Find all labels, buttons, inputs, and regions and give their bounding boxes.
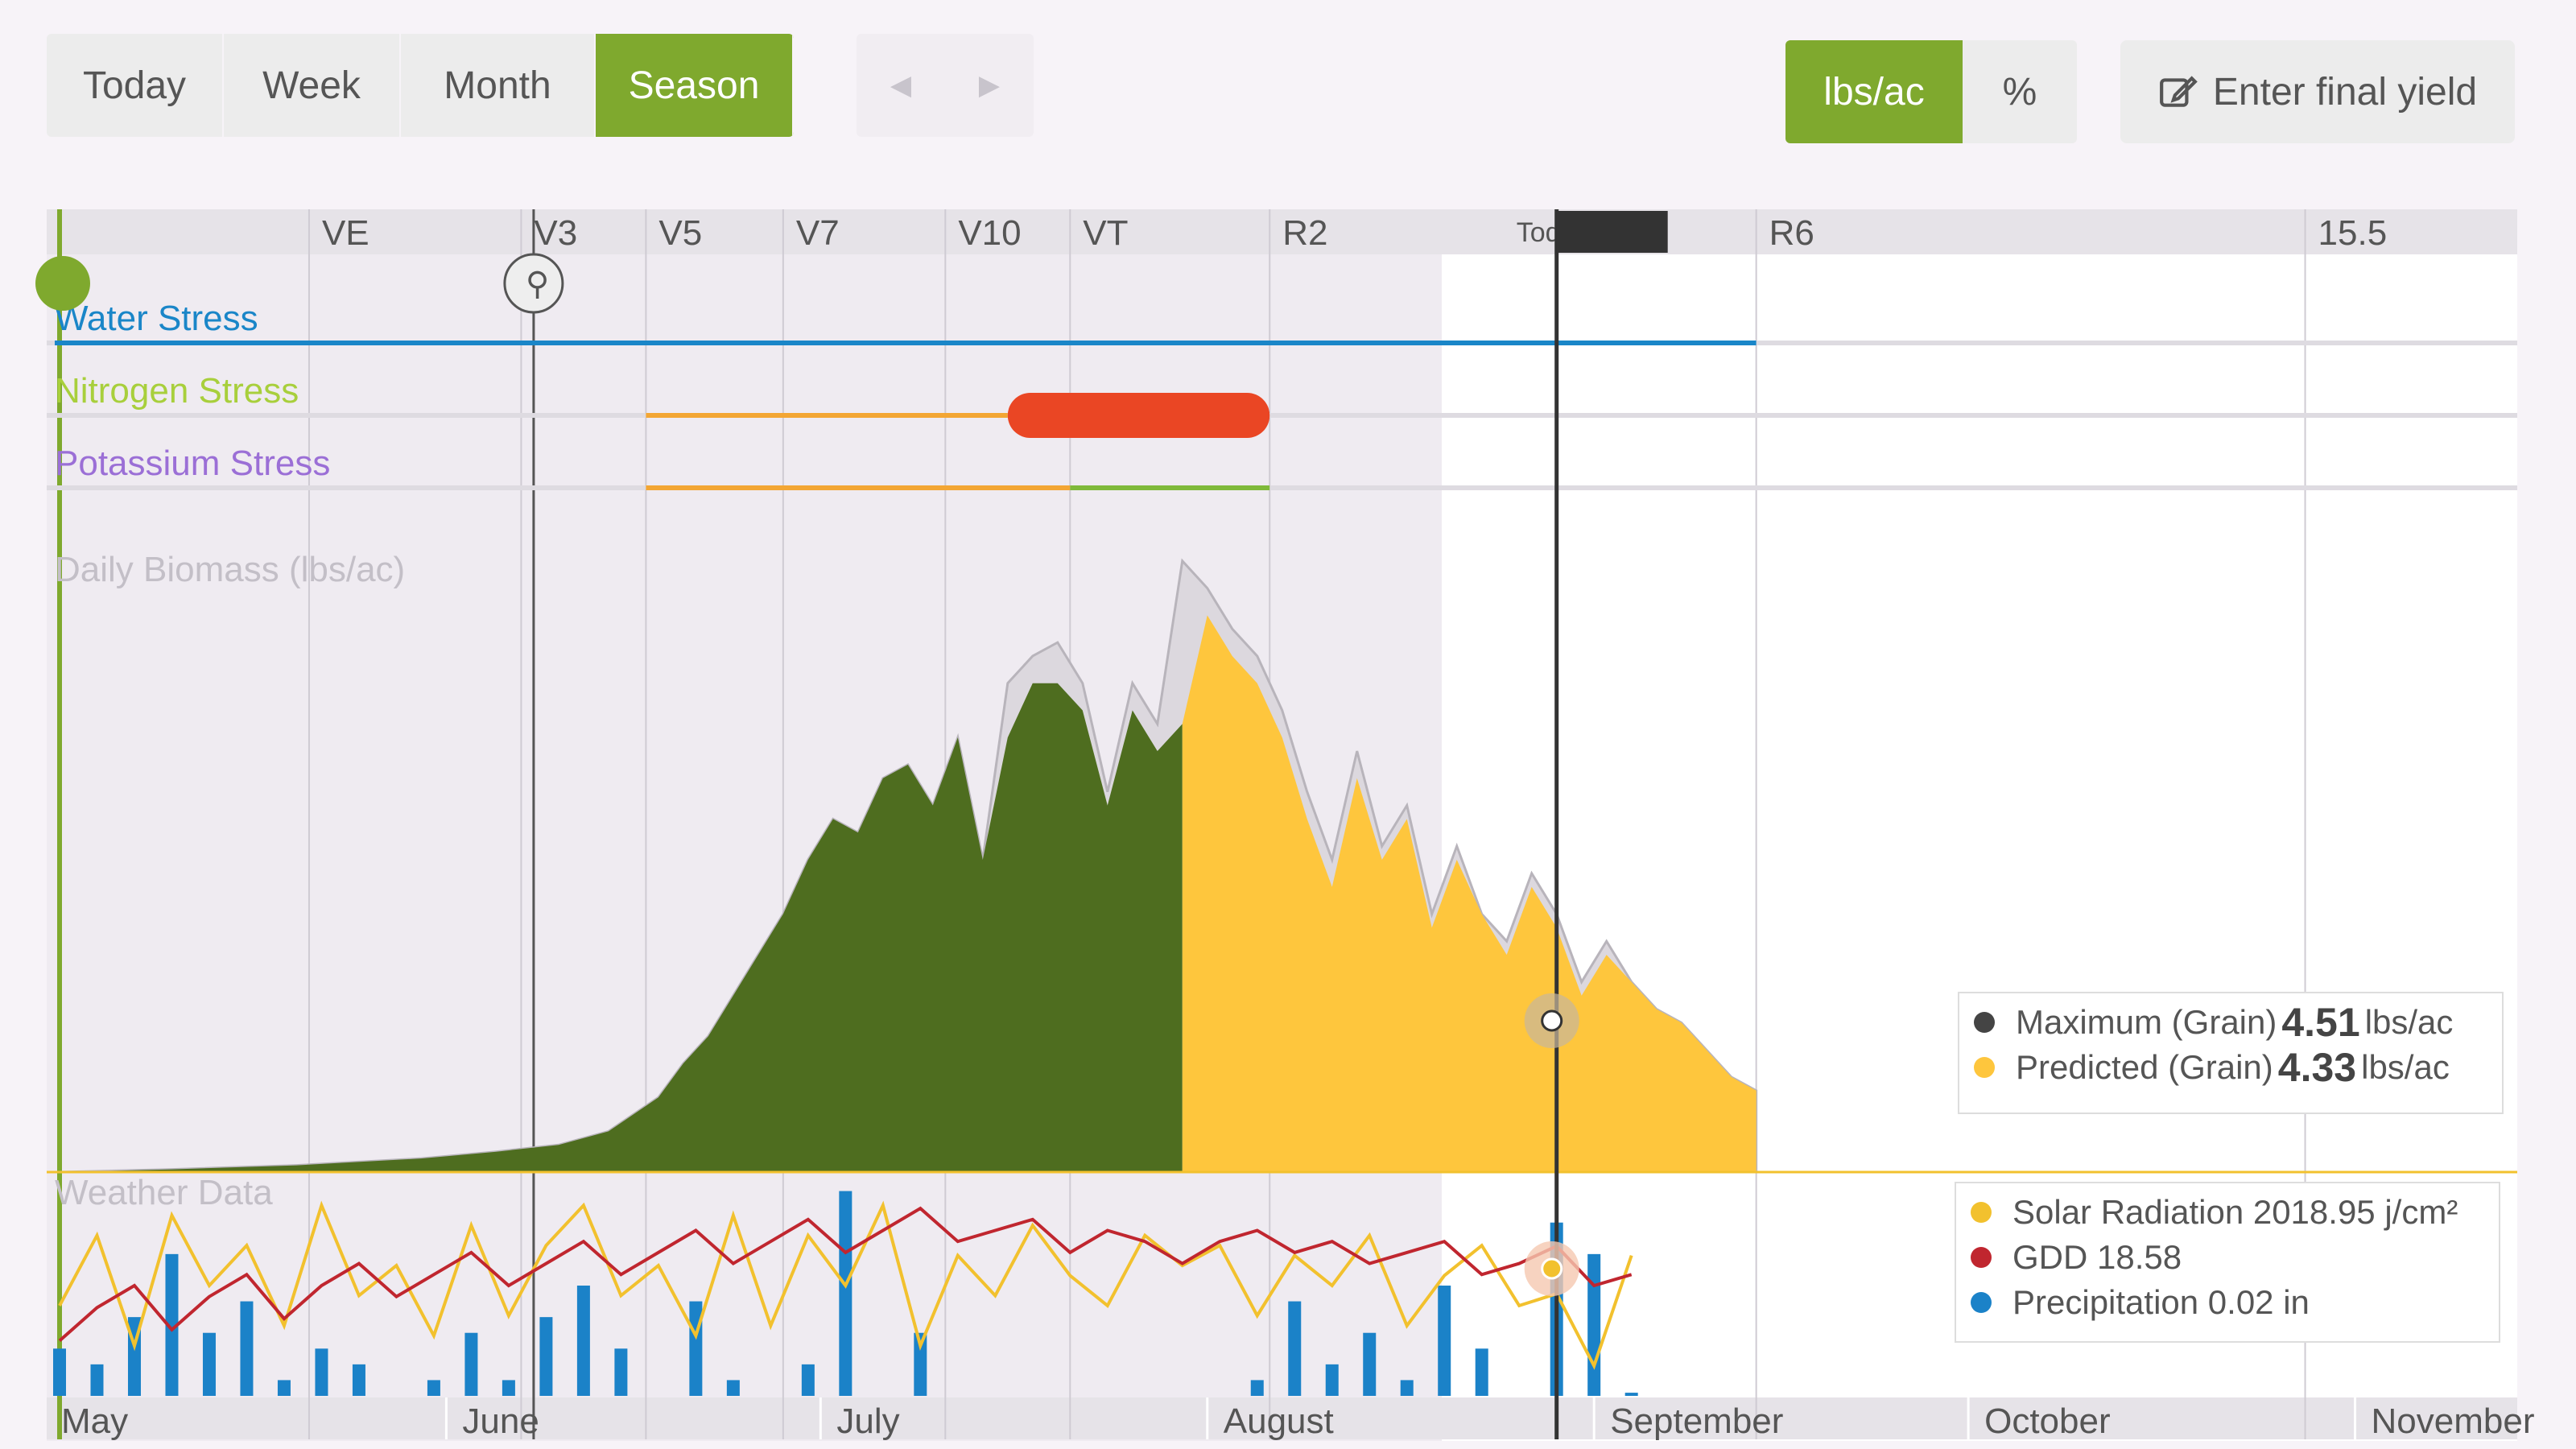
biomass-hover-dot [1541, 1009, 1563, 1032]
percent-button[interactable]: % [1963, 40, 2077, 143]
legend-predicted: Predicted (Grain) 4.33 lbs/ac [1974, 1045, 2487, 1090]
precip-bar [53, 1348, 66, 1396]
chevron-left-icon[interactable]: ◀ [890, 70, 912, 101]
stage-label: V7 [796, 213, 840, 253]
stage-label: VE [322, 213, 369, 253]
precip-bar [202, 1332, 216, 1396]
precip-bar [614, 1348, 628, 1396]
stress-label: Nitrogen Stress [55, 371, 299, 411]
enter-final-yield-label: Enter final yield [2212, 70, 2478, 114]
precip-bar [1438, 1286, 1451, 1396]
legend-predicted-value: 4.33 [2277, 1045, 2357, 1090]
stage-label: V5 [658, 213, 702, 253]
precip-bar [689, 1301, 703, 1396]
stress-label: Potassium Stress [55, 444, 330, 483]
precip-bar [315, 1348, 328, 1396]
precip-bar [352, 1364, 365, 1396]
month-label: August [1224, 1402, 1334, 1441]
precip-bar [914, 1332, 927, 1396]
view-range-selector: Today Week Month Season [47, 34, 794, 137]
today-label: Tod [1517, 217, 1561, 248]
precip-bar [539, 1317, 553, 1396]
legend-solar: Solar Radiation 2018.95 j/cm² [1971, 1190, 2484, 1235]
legend-precip-label: Precipitation 0.02 in [2013, 1283, 2310, 1321]
planting-glyph: ⚲ [526, 266, 549, 302]
precip-bar [165, 1253, 179, 1396]
legend-predicted-unit: lbs/ac [2361, 1048, 2450, 1086]
predicted-dot [1974, 1057, 1995, 1078]
solar-dot [1971, 1202, 1992, 1223]
legend-maximum: Maximum (Grain) 4.51 lbs/ac [1974, 1000, 2487, 1045]
precip-bar [1363, 1332, 1377, 1396]
weather-hover-dot [1541, 1257, 1563, 1280]
legend-maximum-unit: lbs/ac [2364, 1003, 2454, 1041]
precip-bar [801, 1364, 815, 1396]
precip-bar [839, 1191, 852, 1396]
precip-bar [1250, 1380, 1264, 1396]
precip-bar [726, 1380, 740, 1396]
planting-icon [503, 253, 564, 314]
unit-selector: lbs/ac % [1785, 40, 2077, 143]
precip-bar [240, 1301, 254, 1396]
stage-label: VT [1083, 213, 1128, 253]
today-button[interactable]: Today [47, 34, 224, 137]
precip-bar [277, 1380, 291, 1396]
biomass-title: Daily Biomass (lbs/ac) [55, 550, 405, 589]
predicted-biomass-area [1182, 615, 1757, 1172]
stage-label: V3 [534, 213, 577, 253]
precip-bar [90, 1364, 104, 1396]
precip-bar [1400, 1380, 1414, 1396]
precip-bar [1624, 1393, 1638, 1396]
stage-label: R2 [1282, 213, 1327, 253]
precip-bar [464, 1332, 478, 1396]
stage-header [47, 209, 2517, 254]
weather-legend: Solar Radiation 2018.95 j/cm² GDD 18.58 … [1955, 1182, 2500, 1343]
stage-label: V10 [958, 213, 1021, 253]
stage-label: R6 [1769, 213, 1814, 253]
tractor-icon [35, 256, 90, 311]
stress-label: Water Stress [55, 299, 258, 338]
month-label: July [836, 1402, 899, 1441]
legend-gdd: GDD 18.58 [1971, 1235, 2484, 1280]
nitrogen-stress-band [1007, 393, 1270, 438]
actual-biomass-area [60, 683, 1183, 1172]
month-label: November [2372, 1402, 2535, 1441]
biomass-legend: Maximum (Grain) 4.51 lbs/ac Predicted (G… [1958, 992, 2504, 1114]
precip-bar [502, 1380, 515, 1396]
edit-icon [2159, 76, 2198, 107]
precip-dot [1971, 1292, 1992, 1313]
period-navigation: ◀ ▶ [857, 34, 1034, 137]
month-button[interactable]: Month [401, 34, 596, 137]
season-button[interactable]: Season [596, 34, 794, 137]
gdd-dot [1971, 1247, 1992, 1268]
legend-gdd-label: GDD 18.58 [2013, 1238, 2182, 1276]
today-date-badge [1556, 211, 1668, 253]
solar-radiation-line [58, 1200, 1633, 1370]
precip-bar [1587, 1253, 1601, 1396]
gdd-line [58, 1206, 1633, 1342]
stage-label: 15.5 [2318, 213, 2388, 253]
maximum-dot [1974, 1012, 1995, 1033]
lbs-ac-button[interactable]: lbs/ac [1785, 40, 1963, 143]
legend-maximum-value: 4.51 [2281, 1000, 2360, 1045]
weather-title: Weather Data [55, 1173, 273, 1212]
month-label: September [1610, 1402, 1783, 1441]
legend-precip: Precipitation 0.02 in [1971, 1280, 2484, 1325]
month-label: June [462, 1402, 539, 1441]
precip-bar [1288, 1301, 1302, 1396]
month-axis [47, 1397, 2517, 1439]
month-label: May [61, 1402, 128, 1441]
legend-solar-label: Solar Radiation 2018.95 j/cm² [2013, 1193, 2458, 1231]
month-label: October [1984, 1402, 2111, 1441]
precip-bar [427, 1380, 440, 1396]
precip-bar [1475, 1348, 1488, 1396]
week-button[interactable]: Week [224, 34, 401, 137]
precip-bar [576, 1286, 590, 1396]
enter-final-yield-button[interactable]: Enter final yield [2120, 40, 2515, 143]
legend-predicted-label: Predicted (Grain) [2016, 1048, 2273, 1086]
chevron-right-icon[interactable]: ▶ [978, 70, 1001, 101]
precip-bar [1325, 1364, 1339, 1396]
legend-maximum-label: Maximum (Grain) [2016, 1003, 2277, 1041]
